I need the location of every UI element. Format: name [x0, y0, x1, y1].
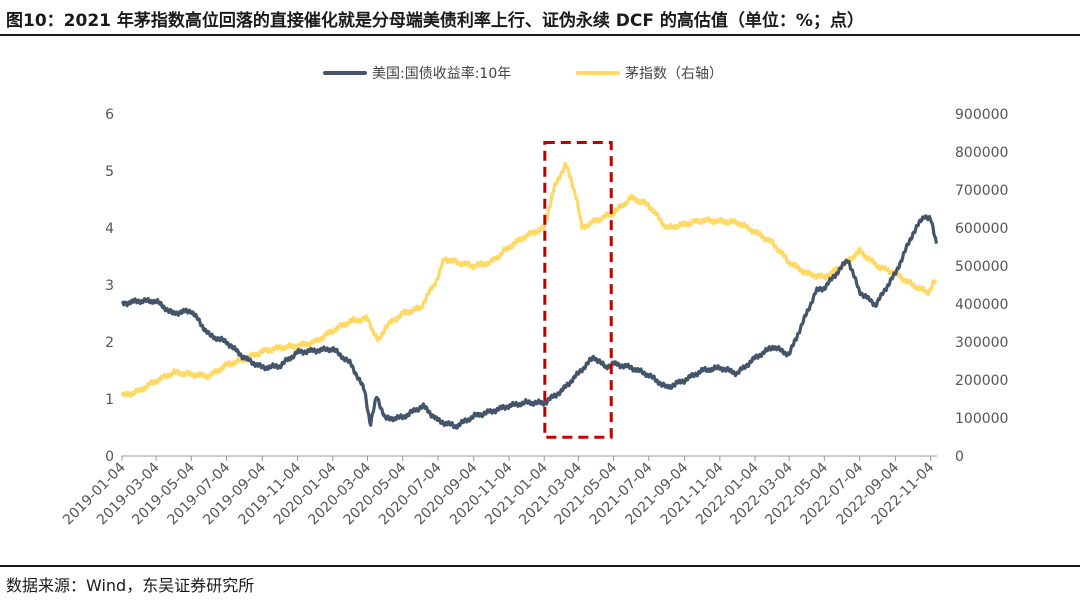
right-tick-label: 0 — [955, 449, 964, 465]
left-tick-label: 6 — [105, 107, 114, 123]
right-tick-label: 300000 — [955, 335, 1008, 351]
right-tick-label: 400000 — [955, 297, 1008, 313]
right-tick-label: 700000 — [955, 183, 1008, 199]
figure-title: 图10：2021 年茅指数高位回落的直接催化就是分母端美债利率上行、证伪永续 D… — [6, 11, 864, 31]
treasury-yield-line — [120, 214, 938, 430]
left-tick-label: 3 — [105, 278, 114, 294]
left-tick-label: 1 — [105, 392, 114, 408]
series-lines — [120, 161, 938, 430]
right-tick-label: 900000 — [955, 107, 1008, 123]
right-tick-label: 100000 — [955, 411, 1008, 427]
right-tick-label: 800000 — [955, 145, 1008, 161]
x-axis: 2019-01-042019-03-042019-05-042019-07-04… — [60, 455, 938, 528]
left-tick-label: 0 — [105, 449, 114, 465]
left-tick-label: 2 — [105, 335, 114, 351]
right-tick-label: 200000 — [955, 373, 1008, 389]
right-tick-label: 600000 — [955, 221, 1008, 237]
left-tick-label: 4 — [105, 221, 114, 237]
annotation-layer — [543, 141, 613, 439]
footer-rule — [0, 565, 1080, 567]
mao-index-line — [120, 161, 938, 398]
source-note: 数据来源：Wind，东吴证券研究所 — [6, 576, 255, 595]
title-rule — [0, 34, 1080, 36]
left-axis: 0 1 2 3 4 5 6 — [105, 107, 114, 465]
legend-label-mao: 茅指数（右轴） — [625, 66, 723, 82]
right-axis: 0 100000 200000 300000 400000 500000 600000 700… — [955, 107, 1008, 465]
left-tick-label: 5 — [105, 164, 114, 180]
line-chart: 美国:国债收益率:10年 茅指数（右轴） 0 1 2 3 4 5 6 0 100000 20000… — [60, 65, 1008, 528]
highlight-box — [543, 141, 613, 439]
right-tick-label: 500000 — [955, 259, 1008, 275]
legend-label-yield: 美国:国债收益率:10年 — [372, 65, 511, 82]
legend: 美国:国债收益率:10年 茅指数（右轴） — [323, 65, 723, 82]
